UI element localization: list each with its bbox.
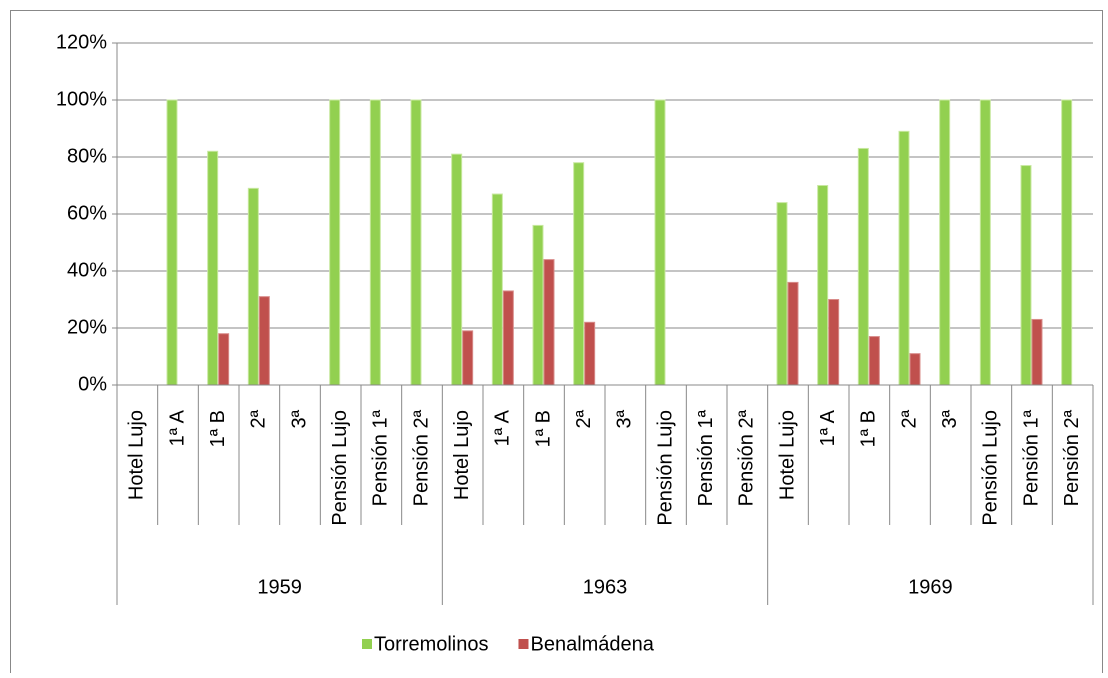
x-tick-label: Pensión 2ª [410,409,432,506]
bar [218,333,230,386]
y-tick-label: 0% [78,373,107,395]
x-tick-label: 1ª A [166,409,188,446]
bar [979,99,991,386]
legend-label: Torremolinos [374,633,488,655]
group-label: 1959 [257,576,302,598]
x-tick-label: Pensión 2ª [736,409,758,506]
bar [451,153,463,386]
y-tick-label: 100% [56,88,107,110]
bar [584,321,596,386]
y-tick-label: 80% [67,145,107,167]
x-tick-label: 1ª B [858,410,880,447]
y-tick-label: 120% [56,31,107,53]
x-tick-label: Pensión Lujo [980,410,1002,526]
bar [857,147,869,386]
x-tick-label: Hotel Lujo [776,410,798,500]
x-tick-label: 2ª [248,409,270,428]
bar [543,259,555,386]
bar [817,185,829,386]
x-tick-label: Pensión 2ª [1061,409,1083,506]
legend-label: Benalmádena [530,633,654,655]
x-tick-label: 1ª B [532,410,554,447]
x-tick-label: Hotel Lujo [126,410,148,500]
bar [776,202,788,386]
bar [1020,165,1032,386]
x-tick-label: Pensión 1ª [370,409,392,506]
y-tick-label: 40% [67,259,107,281]
x-tick-label: 3ª [288,409,310,428]
bar [939,99,951,386]
bar [502,290,514,386]
bar [787,281,799,386]
x-tick-label: Pensión 1ª [1020,409,1042,506]
bar [1061,99,1073,386]
bar [329,99,341,386]
bar [654,99,666,386]
x-tick-label: 2ª [573,409,595,428]
bar [247,187,259,386]
bar [573,162,585,386]
y-tick-label: 60% [67,202,107,224]
x-tick-label: 2ª [898,409,920,428]
bar [1031,318,1043,386]
legend-swatch [518,639,529,649]
bar [369,99,381,386]
x-tick-label: Pensión 1ª [695,409,717,506]
x-tick-label: 1ª B [207,410,229,447]
bar [868,336,880,386]
bar [828,299,840,386]
x-tick-label: 3ª [939,409,961,428]
bar [462,330,474,386]
x-tick-label: Pensión Lujo [329,410,351,526]
x-tick-label: Hotel Lujo [451,410,473,500]
group-label: 1969 [908,576,953,598]
bar [898,130,910,386]
x-tick-label: 3ª [614,409,636,428]
bar [491,193,503,386]
bar [258,296,270,386]
bar [532,224,544,386]
chart-frame [10,10,1103,678]
bar [207,150,219,386]
x-tick-label: 1ª A [817,409,839,446]
group-label: 1963 [583,576,628,598]
bar [166,99,178,386]
x-tick-label: 1ª A [492,409,514,446]
x-tick-label: Pensión Lujo [654,410,676,526]
y-tick-label: 20% [67,316,107,338]
bar [909,353,921,386]
legend-swatch [362,639,372,649]
bar [410,99,422,386]
